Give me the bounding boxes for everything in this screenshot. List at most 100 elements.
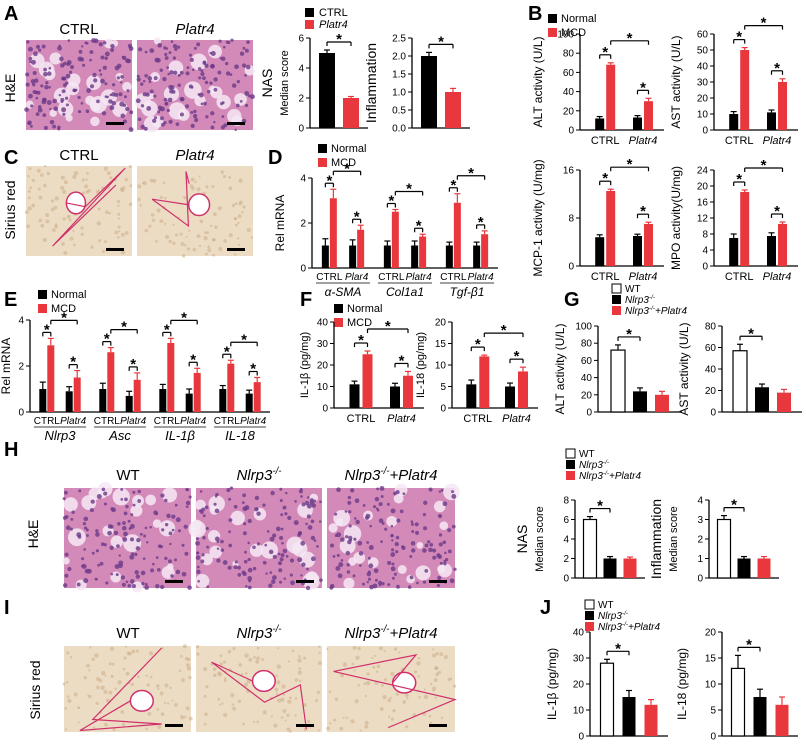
nucleus — [278, 568, 283, 573]
cell — [182, 715, 186, 719]
cell — [66, 214, 71, 219]
cell — [198, 244, 202, 248]
nucleus — [410, 520, 414, 524]
cell — [131, 649, 136, 654]
cell — [86, 663, 90, 668]
nucleus — [140, 124, 145, 130]
nucleus — [135, 546, 141, 551]
scale-bar — [429, 580, 447, 583]
nucleus — [222, 560, 228, 565]
nucleus — [95, 549, 99, 553]
nucleus — [163, 97, 168, 102]
nucleus — [293, 520, 299, 526]
cell — [120, 232, 125, 237]
cell — [151, 218, 156, 222]
nucleus — [225, 40, 230, 44]
bar-F_IL18-Normal-Platr4 — [505, 386, 515, 408]
cell — [100, 685, 105, 690]
cell — [353, 669, 356, 672]
nucleus — [283, 577, 286, 581]
cell — [199, 219, 204, 224]
nucleus — [228, 530, 231, 534]
cell — [148, 651, 154, 656]
panel-letter-H: H — [4, 439, 18, 461]
sig-bracket-B_AST-mcd-star: * — [761, 15, 767, 32]
y-tick-label: 0 — [702, 262, 708, 273]
micrograph-title: CTRL — [59, 21, 98, 38]
vacuole — [286, 536, 304, 554]
nucleus — [111, 100, 117, 106]
cell — [31, 178, 35, 183]
nucleus — [47, 71, 52, 76]
cell — [26, 224, 31, 229]
nucleus — [109, 545, 114, 550]
vacuole — [89, 96, 107, 114]
nucleus — [244, 48, 249, 53]
nucleus — [366, 571, 372, 577]
nucleus — [89, 50, 94, 55]
cell — [316, 690, 321, 694]
legend-swatch-ko — [612, 295, 621, 304]
nucleus — [206, 585, 210, 589]
cell — [28, 196, 31, 200]
nucleus — [345, 535, 349, 539]
y-axis-label: AST activity (U/L) — [669, 35, 683, 128]
nucleus — [149, 526, 152, 529]
y-tick-label: 8 — [702, 230, 708, 241]
sig-bracket-D-Tgf-β1-mcd-star: * — [468, 165, 474, 182]
nucleus — [188, 495, 192, 499]
nucleus — [414, 522, 419, 527]
nucleus — [81, 45, 84, 48]
nucleus — [72, 88, 77, 93]
y-tick-label: 1.0 — [392, 88, 406, 99]
bar-B_AST-MCD-Platr4 — [778, 82, 787, 130]
nucleus — [427, 540, 431, 544]
cell — [27, 206, 32, 211]
cell — [77, 721, 80, 724]
cell — [157, 724, 162, 730]
cell — [169, 686, 172, 690]
nucleus — [375, 507, 379, 510]
nucleus — [205, 526, 209, 531]
legend-swatch-wt — [584, 599, 595, 610]
nucleus — [336, 553, 340, 557]
legend-label-ko-base: Nlrp3 — [625, 295, 649, 306]
nucleus — [194, 117, 199, 123]
nucleus — [135, 574, 141, 579]
nucleus — [229, 486, 234, 490]
nucleus — [282, 505, 287, 510]
cell — [209, 224, 213, 228]
nucleus — [202, 60, 207, 64]
bar-E-IL-1β-Normal-1 — [185, 393, 193, 412]
nucleus — [354, 498, 360, 503]
sig-bracket-E-Nlrp3-platr4-star: * — [70, 354, 76, 371]
cell — [231, 706, 237, 711]
nucleus — [200, 102, 204, 106]
nucleus — [122, 521, 126, 525]
nucleus — [92, 72, 97, 78]
nucleus — [144, 526, 148, 530]
cell — [223, 239, 227, 243]
nucleus — [228, 518, 233, 522]
nucleus — [89, 508, 94, 513]
cell — [68, 218, 72, 222]
sig-bracket-D-α-SMA-platr4-star: * — [354, 208, 360, 225]
cell — [237, 243, 241, 246]
nucleus — [64, 552, 69, 557]
chart-axes-B_MPO: 0 4 8 12 16 20 24 MPO activity(U/mg) — [669, 166, 798, 273]
nucleus — [129, 579, 135, 584]
nucleus — [101, 111, 107, 116]
nucleus — [83, 526, 88, 530]
nucleus — [254, 495, 260, 501]
legend-label-normal: Normal — [331, 143, 366, 155]
nucleus — [242, 63, 247, 68]
cell — [184, 656, 189, 661]
bar-D-Col1a1-MCD-1 — [419, 236, 427, 268]
nucleus — [203, 101, 207, 106]
nucleus — [120, 74, 125, 79]
nucleus — [71, 510, 75, 514]
legend-label-ko: Nlrp3-/- — [579, 459, 610, 471]
y-tick-label: 60 — [581, 356, 593, 367]
cell — [108, 690, 113, 695]
cell — [149, 675, 153, 679]
